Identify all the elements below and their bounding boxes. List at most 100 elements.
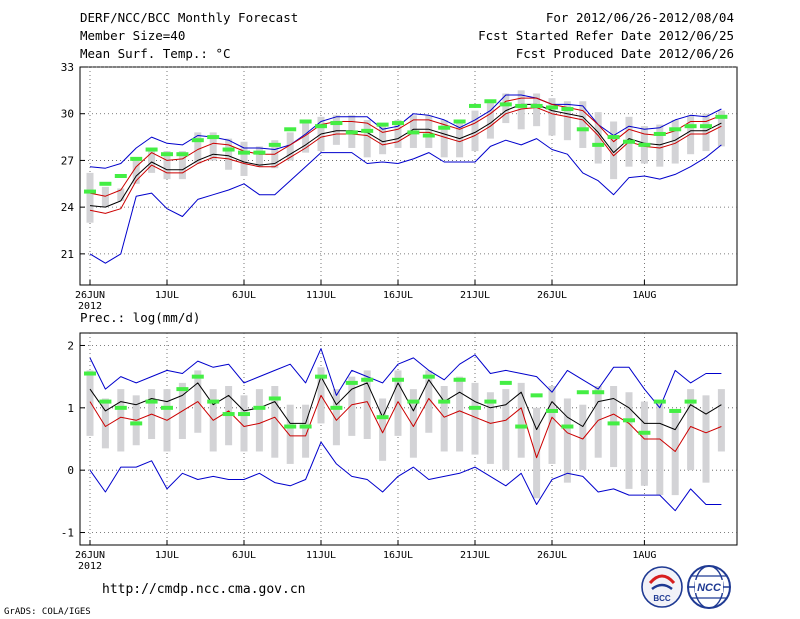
temp-min-line <box>89 138 722 264</box>
temp-ytick-label: 24 <box>61 201 75 214</box>
temp-spread-bar <box>101 186 109 208</box>
header-member-size: Member Size=40 <box>80 28 186 43</box>
temp-spread-bar <box>502 93 510 124</box>
prec-climatology-mark <box>669 408 682 413</box>
temp-climatology-mark <box>546 105 558 110</box>
temp-climatology-mark <box>268 142 281 147</box>
temp-climatology-mark <box>130 156 143 161</box>
temp-xtick-label: 21JUL <box>460 290 490 301</box>
prec-spread-bar <box>502 389 510 471</box>
temp-climatology-mark <box>515 103 528 108</box>
prec-spread-bar <box>409 389 417 458</box>
temp-climatology-mark <box>284 127 297 132</box>
prec-climatology-mark <box>253 405 266 410</box>
prec-year-label: 2012 <box>78 561 102 572</box>
temp-spread-bar <box>209 132 217 161</box>
temp-spread-bar <box>163 151 171 180</box>
prec-climatology-mark <box>161 405 173 410</box>
prec-spread-bar <box>86 370 94 436</box>
temp-spread-bar <box>702 113 710 152</box>
prec-climatology-mark <box>114 405 127 410</box>
prec-climatology-mark <box>392 377 404 382</box>
prec-spread-bar <box>563 398 571 483</box>
panel2-label: Prec.: log(mm/d) <box>80 310 201 325</box>
prec-climatology-mark <box>607 421 620 426</box>
prec-climatology-mark <box>284 424 297 429</box>
prec-climatology-mark <box>299 424 312 429</box>
footer-credit: GrADS: COLA/IGES <box>4 607 91 617</box>
temp-climatology-mark <box>607 135 620 140</box>
precipitation-panel: -1 0 1 2 26JUN 1JUL 6JUL 11JUL 16JUL 21JUL 26JUL 1A… <box>61 332 738 572</box>
prec-spread-bar <box>533 407 541 499</box>
prec-spread-bar <box>456 376 464 452</box>
prec-climatology-mark <box>376 415 389 420</box>
prec-xtick-label: 16JUL <box>383 550 413 561</box>
prec-climatology-mark <box>176 387 189 392</box>
prec-climatology-mark <box>546 408 558 413</box>
temp-climatology-mark <box>330 121 343 126</box>
prec-spread-bar <box>640 401 648 486</box>
temp-spread-bar <box>178 151 186 180</box>
prec-min-line <box>89 441 722 512</box>
prec-spread-bar <box>610 386 618 468</box>
temp-climatology-mark <box>453 119 466 124</box>
temp-climatology-mark <box>715 114 728 119</box>
temp-spread-bar <box>117 188 125 201</box>
prec-climatology-mark <box>469 405 481 410</box>
temp-xtick-label: 26JUN <box>75 290 105 301</box>
footer-url[interactable]: http://cmdp.ncc.cma.gov.cn <box>102 582 306 597</box>
temp-upper-line <box>89 97 722 197</box>
temp-climatology-mark <box>345 130 358 135</box>
prec-spread-bar <box>471 382 479 455</box>
prec-spread-bar <box>671 410 679 496</box>
prec-spread-bar <box>517 382 525 458</box>
temp-climatology-mark <box>238 150 250 155</box>
prec-climatology-mark <box>345 380 358 385</box>
temp-spread-bar <box>363 119 371 158</box>
prec-spread-bar <box>548 386 556 464</box>
prec-climatology-mark <box>268 396 281 401</box>
header-start-date: Fcst Started Refer Date 2012/06/25 <box>478 28 734 43</box>
temp-climatology-mark <box>145 147 158 152</box>
prec-climatology-mark <box>145 399 158 404</box>
prec-climatology-mark <box>484 399 497 404</box>
prec-climatology-mark <box>330 405 343 410</box>
temp-xtick-label: 1JUL <box>155 290 179 301</box>
temp-climatology-mark <box>361 128 374 133</box>
temp-climatology-mark <box>376 122 389 127</box>
temp-spread-bar <box>563 101 571 141</box>
prec-spread-bar <box>363 370 371 439</box>
prec-spread-bar <box>332 389 340 446</box>
prec-climatology-mark <box>453 377 466 382</box>
prec-climatology-mark <box>84 371 96 376</box>
prec-climatology-mark <box>499 380 512 385</box>
temp-spread-bar <box>194 132 202 164</box>
prec-spread-bar <box>117 389 125 452</box>
prec-climatology-mark <box>130 421 143 426</box>
header-title: DERF/NCC/BCC Monthly Forecast <box>80 10 299 25</box>
header-produced-date: Fcst Produced Date 2012/06/26 <box>515 46 734 61</box>
prec-spread-bar <box>440 386 448 452</box>
temp-spread-bar <box>440 119 448 158</box>
temp-climatology-mark <box>84 189 96 194</box>
prec-spread-bar <box>255 389 263 452</box>
prec-xtick-label: 11JUL <box>306 550 336 561</box>
temp-spread-bar <box>687 115 695 155</box>
temp-spread-bar <box>579 101 587 148</box>
temp-ytick-label: 27 <box>61 154 74 167</box>
prec-climatology-mark <box>361 377 374 382</box>
temp-climatology-mark <box>207 135 220 140</box>
temp-climatology-mark <box>638 142 651 147</box>
temp-climatology-mark <box>392 121 404 126</box>
prec-climatology-mark <box>638 430 651 435</box>
prec-spread-bar <box>348 376 356 436</box>
prec-lower-line <box>89 394 722 459</box>
temp-climatology-mark <box>530 103 543 108</box>
temp-spread-bar <box>594 112 602 164</box>
prec-climatology-mark <box>99 399 112 404</box>
temp-climatology-mark <box>561 107 574 112</box>
bcc-logo-text: BCC <box>653 594 671 603</box>
temp-spread-bar <box>456 123 464 158</box>
prec-climatology-mark <box>530 393 543 398</box>
prec-climatology-mark <box>422 374 435 379</box>
